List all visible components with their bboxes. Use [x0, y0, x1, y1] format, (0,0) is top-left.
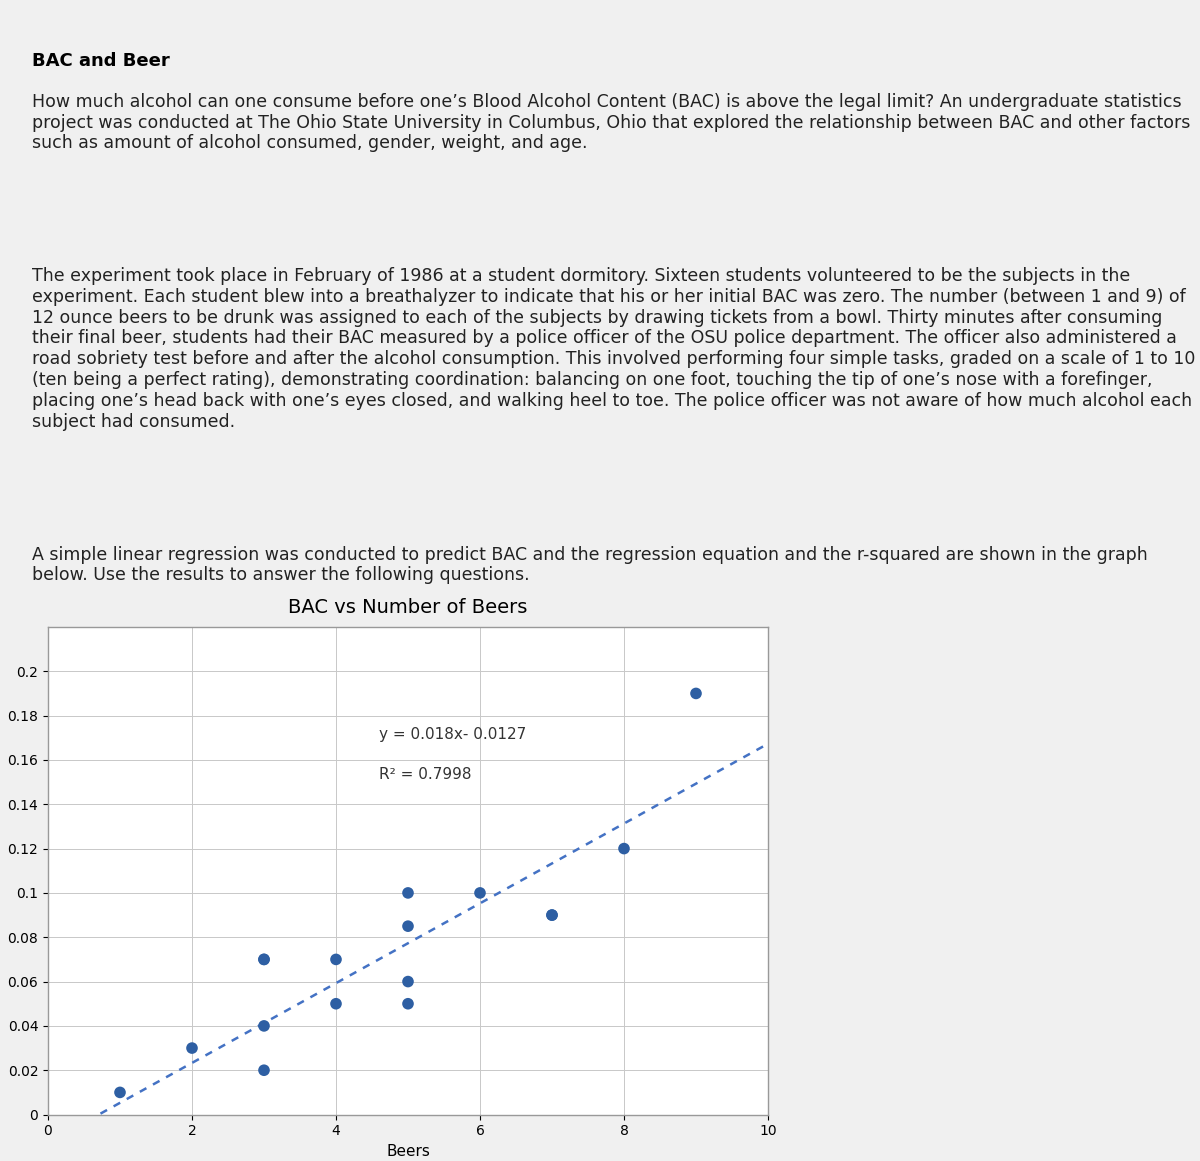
- Point: [686, 684, 706, 702]
- Text: BAC and Beer: BAC and Beer: [32, 52, 170, 71]
- Point: [398, 995, 418, 1014]
- Point: [542, 906, 562, 924]
- Point: [470, 884, 490, 902]
- Point: [542, 906, 562, 924]
- Y-axis label: BAC: BAC: [0, 856, 2, 886]
- Text: The experiment took place in February of 1986 at a student dormitory. Sixteen st: The experiment took place in February of…: [32, 267, 1195, 431]
- Point: [326, 950, 346, 968]
- Point: [398, 972, 418, 990]
- Point: [614, 839, 634, 858]
- Point: [398, 917, 418, 936]
- Title: BAC vs Number of Beers: BAC vs Number of Beers: [288, 598, 528, 616]
- Point: [110, 1083, 130, 1102]
- Text: A simple linear regression was conducted to predict BAC and the regression equat: A simple linear regression was conducted…: [32, 546, 1148, 584]
- Text: y = 0.018x- 0.0127: y = 0.018x- 0.0127: [379, 727, 527, 742]
- Point: [254, 950, 274, 968]
- Point: [254, 1017, 274, 1036]
- Point: [254, 950, 274, 968]
- Text: R² = 0.7998: R² = 0.7998: [379, 766, 472, 781]
- X-axis label: Beers: Beers: [386, 1144, 430, 1159]
- Point: [326, 995, 346, 1014]
- Point: [398, 884, 418, 902]
- Text: How much alcohol can one consume before one’s Blood Alcohol Content (BAC) is abo: How much alcohol can one consume before …: [32, 93, 1190, 152]
- Point: [254, 1061, 274, 1080]
- Point: [182, 1039, 202, 1058]
